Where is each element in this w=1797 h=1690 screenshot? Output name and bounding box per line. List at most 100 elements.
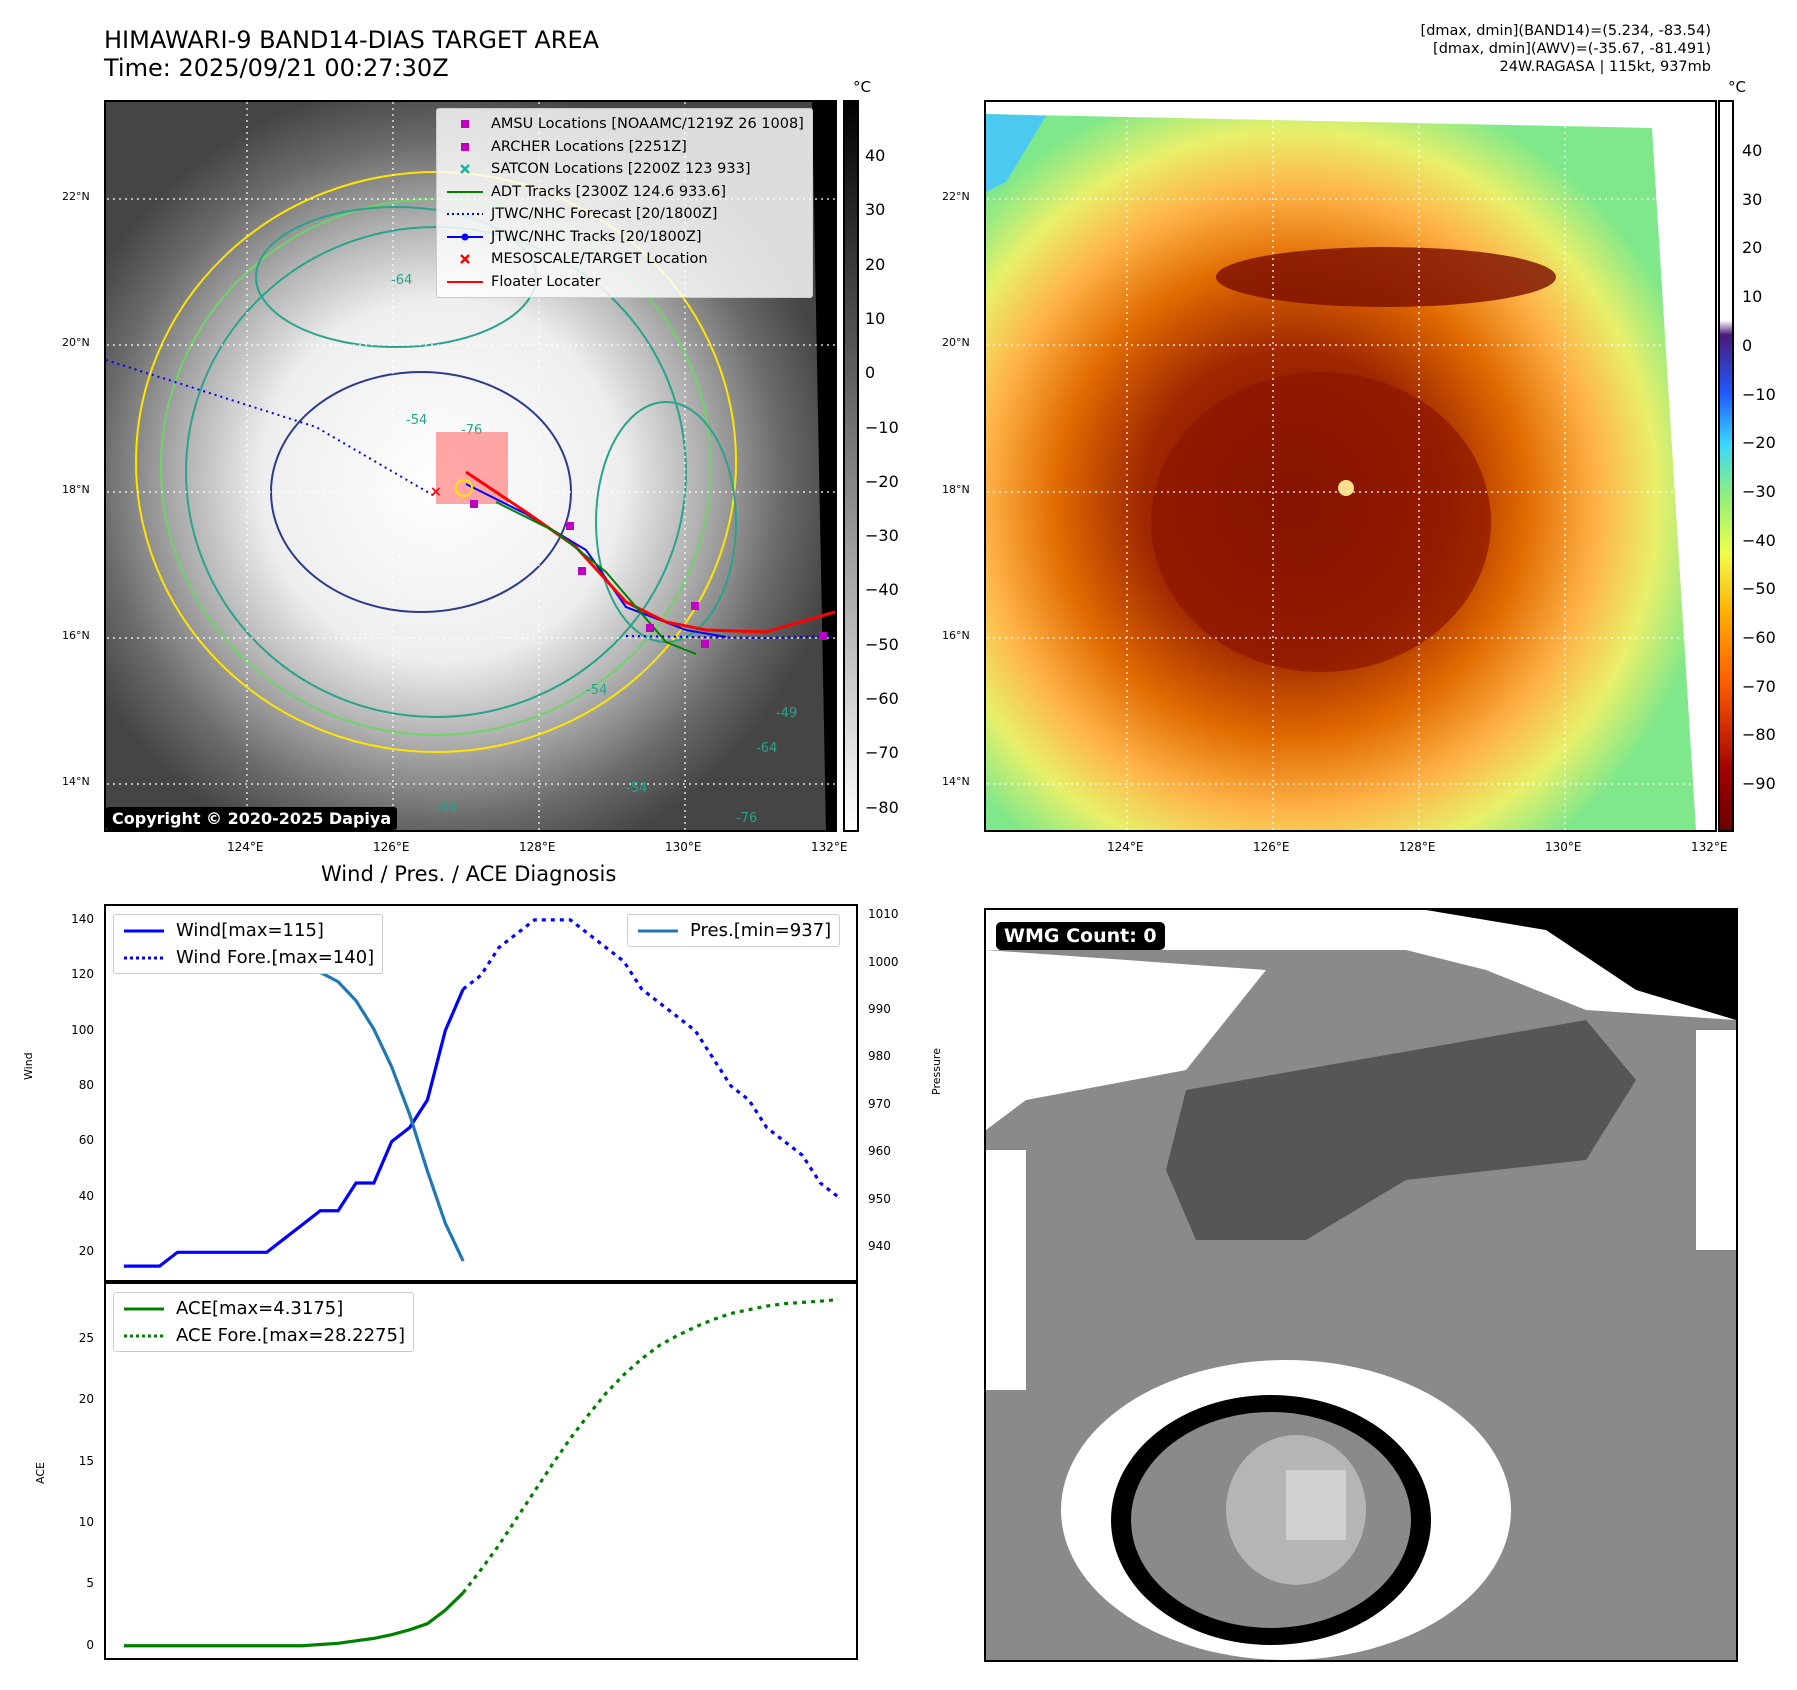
colorbar-tick-label: −10 [865,417,899,437]
legend-item-wind-fore: Wind Fore.[max=140] [122,944,374,971]
colorbar-tick-label: 10 [865,308,886,328]
steelblue-line-icon [638,929,678,932]
map-legend: AMSU Locations [NOAAMC/1219Z 26 1008] AR… [436,108,813,298]
lat-tick-label: 20°N [942,336,970,349]
wind-legend: Wind[max=115] Wind Fore.[max=140] [113,914,384,974]
legend-item-floater: Floater Locater [445,271,804,294]
y2-tick-label: 970 [868,1096,891,1111]
colorbar-tick-label: −70 [865,743,899,763]
colorbar-tick-label: −60 [1742,628,1776,647]
lon-tick-label: 126°E [1253,840,1290,854]
y-tick-label: 15 [78,1453,94,1468]
figure-title: HIMAWARI-9 BAND14-DIAS TARGET AREA Time:… [104,26,599,82]
legend-label: Pres.[min=937] [690,920,832,941]
lon-tick-label: 124°E [1107,840,1144,854]
lon-tick-label: 132°E [1691,840,1728,854]
y-tick-label: 10 [78,1515,94,1530]
legend-item-tracks: JTWC/NHC Tracks [20/1800Z] [445,226,804,249]
colorbar-tick-label: −60 [865,689,899,708]
y-tick-label: 100 [71,1022,94,1037]
legend-label: ACE Fore.[max=28.2275] [176,1325,405,1346]
lon-tick-label: 128°E [519,840,556,854]
colorbar-tick-label: −20 [865,471,899,491]
red-x-icon [460,254,470,265]
copyright-badge: Copyright © 2020-2025 Dapiya [106,807,398,830]
legend-item-wind: Wind[max=115] [122,917,374,944]
y-tick-label: 120 [71,967,94,982]
legend-item-ace: ACE[max=4.3175] [122,1295,405,1322]
legend-label: Wind Fore.[max=140] [176,947,375,968]
y2-tick-label: 1010 [868,907,899,922]
lat-tick-label: 14°N [62,775,90,788]
colorbar-tick-label: 30 [1742,189,1763,209]
legend-label: SATCON Locations [2200Z 123 933] [491,161,751,177]
teal-x-icon [460,164,470,175]
colorbar-tick-label: 30 [865,200,886,220]
blue-dotted-line-icon [124,956,164,959]
legend-label: ARCHER Locations [2251Z] [491,138,687,155]
blue-line-icon [124,929,164,932]
y2-tick-label: 990 [868,1002,891,1017]
blue-dotted-line-icon [447,213,483,216]
band14-map[interactable]: -76 -54 -54 -64 -64 -54 -76 -64 -49 [104,100,837,832]
lon-tick-label: 130°E [665,840,702,854]
ace-axis-label: ACE [34,1462,47,1484]
legend-label: Wind[max=115] [176,920,324,941]
info-line2: [dmax, dmin](AWV)=(-35.67, -81.491) [1433,41,1711,57]
contour-label: -54 [626,781,647,796]
legend-item-ace-fore: ACE Fore.[max=28.2275] [122,1322,405,1349]
wmg-panel-svg [986,910,1736,1660]
lat-tick-label: 16°N [62,629,90,642]
lat-tick-label: 18°N [942,483,970,496]
series-line [123,988,465,1268]
colorbar-tick-label: 10 [1742,287,1763,307]
y-tick-label: 20 [78,1244,94,1259]
green-dotted-line-icon [124,1334,164,1337]
legend-label: JTWC/NHC Tracks [20/1800Z] [491,228,702,245]
legend-item-adt: ADT Tracks [2300Z 124.6 933.6] [445,181,804,204]
contour-label: -54 [586,683,607,698]
diagnosis-title: Wind / Pres. / ACE Diagnosis [321,862,617,886]
legend-label: Floater Locater [491,273,601,290]
legend-item-forecast: JTWC/NHC Forecast [20/1800Z] [445,203,804,226]
y2-tick-label: 960 [868,1144,891,1159]
lat-tick-label: 20°N [62,336,90,349]
legend-label: AMSU Locations [NOAAMC/1219Z 26 1008] [491,116,804,132]
colorbar-tick-label: −30 [1742,481,1776,501]
lon-tick-label: 128°E [1399,840,1436,854]
legend-item-mesoscale: MESOSCALE/TARGET Location [445,248,804,271]
title-line2: Time: 2025/09/21 00:27:30Z [104,54,449,82]
colorbar-unit-left: °C [853,78,871,96]
wmg-panel[interactable]: WMG Count: 0 [984,908,1738,1662]
y-tick-label: 20 [78,1392,94,1407]
awv-map[interactable] [984,100,1717,832]
colorbar-tick-label: −30 [865,526,899,546]
colorbar-tick-label: −90 [1742,774,1776,794]
lon-tick-label: 124°E [227,840,264,854]
svg-text:×: × [430,484,442,500]
legend-label: ACE[max=4.3175] [176,1298,344,1319]
magenta-square-icon [461,142,469,151]
info-box: [dmax, dmin](BAND14)=(5.234, -83.54) [dm… [1421,22,1711,76]
green-line-icon [447,190,483,193]
y2-tick-label: 980 [868,1049,891,1064]
colorbar-tick-label: −50 [1742,579,1776,599]
contour-label: -64 [391,273,412,288]
green-line-icon [124,1307,164,1310]
awv-map-svg [986,102,1715,830]
y-tick-label: 0 [86,1637,94,1652]
y-tick-label: 40 [78,1188,94,1203]
y-tick-label: 5 [86,1576,94,1591]
blue-line-dot-icon [447,233,483,241]
y-tick-label: 140 [71,911,94,926]
contour-label: -64 [436,801,457,816]
series-line [123,1591,465,1648]
y-tick-label: 25 [78,1331,94,1346]
colorbar-right [1718,100,1734,832]
lat-tick-label: 22°N [62,190,90,203]
contour-label: -76 [736,811,757,826]
legend-item-archer: ARCHER Locations [2251Z] [445,136,804,159]
legend-item-satcon: SATCON Locations [2200Z 123 933] [445,158,804,181]
colorbar-tick-label: −10 [1742,384,1776,404]
wind-axis-label: Wind [22,1052,35,1080]
